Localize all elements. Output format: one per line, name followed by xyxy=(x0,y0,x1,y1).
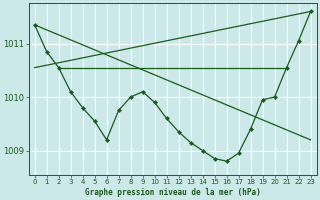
X-axis label: Graphe pression niveau de la mer (hPa): Graphe pression niveau de la mer (hPa) xyxy=(85,188,260,197)
